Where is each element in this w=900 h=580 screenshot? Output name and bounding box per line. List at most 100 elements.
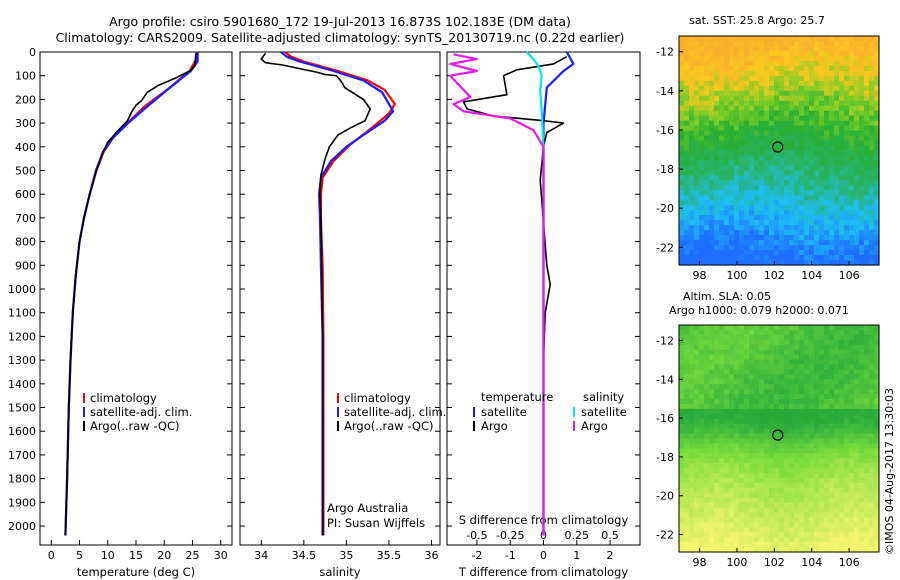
map-cell	[859, 389, 865, 395]
map-cell	[829, 155, 835, 162]
map-cell	[814, 463, 820, 469]
map-cell	[824, 60, 830, 67]
map-cell	[839, 140, 845, 147]
map-cell	[704, 325, 710, 331]
map-cell	[714, 255, 720, 261]
float-location-marker	[772, 141, 784, 153]
map-cell	[859, 477, 865, 484]
map-cell	[719, 215, 725, 221]
legend-label: Argo	[581, 419, 608, 433]
map-cell	[814, 329, 820, 336]
map-cell	[864, 125, 870, 132]
map-cell	[824, 507, 830, 514]
map-cell	[699, 40, 705, 47]
map-cell	[839, 448, 845, 454]
map-cell	[779, 354, 785, 361]
map-cell	[754, 468, 760, 474]
map-cell	[719, 413, 725, 420]
map-cell	[744, 180, 750, 186]
map-cell	[869, 527, 875, 533]
map-cell	[824, 120, 830, 127]
map-cell	[689, 527, 695, 533]
map-cell	[744, 60, 750, 67]
map-cell	[719, 502, 725, 509]
map-cell	[754, 394, 760, 400]
map-cell	[749, 235, 755, 241]
map-cell	[764, 497, 770, 504]
map-cell	[844, 399, 850, 405]
map-cell	[854, 389, 860, 395]
map-cell	[844, 155, 850, 162]
map-cell	[834, 477, 840, 484]
map-cell	[719, 40, 725, 47]
map-cell	[774, 374, 780, 380]
map-cell	[869, 394, 875, 400]
map-cell	[824, 443, 830, 449]
map-cell	[839, 379, 845, 385]
map-cell	[729, 413, 735, 420]
map-cell	[739, 255, 745, 261]
map-cell	[774, 433, 780, 440]
map-cell	[694, 175, 700, 181]
map-cell	[874, 344, 880, 351]
map-cell	[834, 170, 840, 176]
map-cell	[759, 215, 765, 221]
map-cell	[819, 110, 825, 117]
map-cell	[844, 130, 850, 137]
map-cell	[679, 359, 685, 366]
map-cell	[869, 438, 875, 445]
map-cell	[679, 394, 685, 400]
map-cell	[744, 160, 750, 167]
map-cell	[864, 45, 870, 52]
map-cell	[864, 413, 870, 420]
map-cell	[739, 135, 745, 142]
map-cell	[764, 532, 770, 538]
map-cell	[774, 344, 780, 351]
map-cell	[729, 537, 735, 543]
map-cell	[814, 75, 820, 82]
map-cell	[809, 448, 815, 454]
map-cell	[799, 473, 805, 479]
map-cell	[784, 334, 790, 341]
map-cell	[679, 160, 685, 167]
map-cell	[759, 175, 765, 181]
map-cell	[749, 205, 755, 211]
map-cell	[794, 492, 800, 499]
map-cell	[849, 175, 855, 181]
map-cell	[714, 438, 720, 445]
map-cell	[754, 95, 760, 102]
map-cell	[694, 413, 700, 420]
map-cell	[769, 517, 775, 523]
map-cell	[734, 235, 740, 241]
map-cell	[854, 50, 860, 57]
map-cell	[709, 418, 715, 425]
map-cell	[809, 329, 815, 336]
map-cell	[699, 418, 705, 425]
map-cell	[754, 423, 760, 430]
map-cell	[689, 80, 695, 87]
map-cell	[729, 215, 735, 221]
map-cell	[709, 175, 715, 181]
map-cell	[864, 65, 870, 72]
map-cell	[844, 354, 850, 361]
map-cell	[724, 389, 730, 395]
map-cell	[764, 492, 770, 499]
map-cell	[794, 125, 800, 132]
map-cell	[819, 428, 825, 435]
map-cell	[849, 443, 855, 449]
map-cell	[829, 200, 835, 206]
map-cell	[854, 125, 860, 132]
depth-tick-label: 1100	[8, 307, 36, 320]
map-cell	[709, 428, 715, 435]
map-cell	[804, 230, 810, 236]
map-cell	[819, 160, 825, 167]
map-cell	[734, 100, 740, 107]
map-cell	[809, 325, 815, 331]
map-cell	[874, 418, 880, 425]
map-cell	[779, 230, 785, 236]
map-cell	[689, 473, 695, 479]
map-cell	[809, 210, 815, 216]
map-cell	[769, 487, 775, 494]
map-cell	[694, 487, 700, 494]
map-cell	[789, 463, 795, 469]
